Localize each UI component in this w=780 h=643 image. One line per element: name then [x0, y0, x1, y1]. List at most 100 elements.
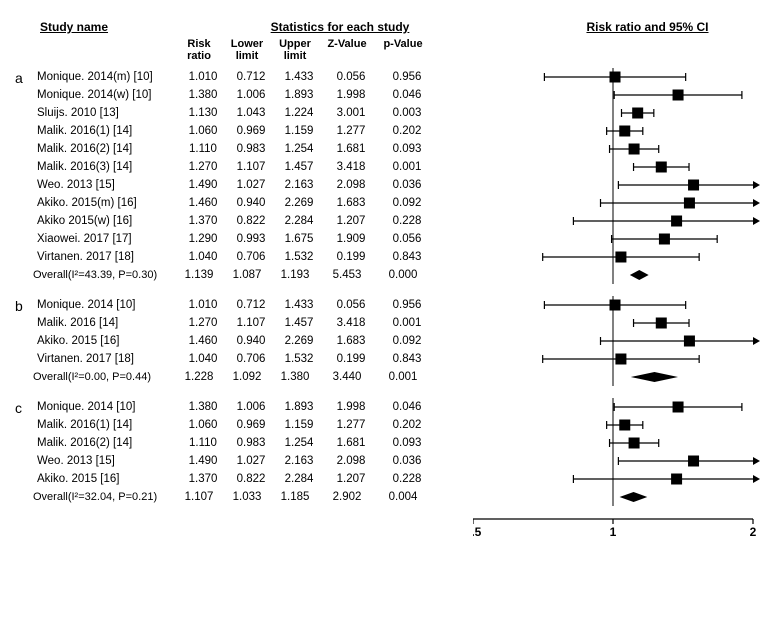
subhead-ll: Lower limit [223, 38, 271, 62]
subhead-rr: Risk ratio [175, 38, 223, 62]
rr: 1.228 [175, 371, 223, 383]
study-row: Sluijs. 2010 [13]1.1301.0431.2243.0010.0… [33, 104, 473, 122]
study-row: Malik. 2016(1) [14]1.0600.9691.1591.2770… [33, 416, 473, 434]
overall-row: Overall(I²=0.00, P=0.44)1.2281.0921.3803… [33, 368, 473, 386]
point-marker [656, 318, 667, 329]
rr: 1.010 [179, 71, 227, 83]
z: 0.199 [323, 353, 379, 365]
z: 1.277 [323, 419, 379, 431]
rr: 1.370 [179, 473, 227, 485]
p: 0.092 [379, 335, 435, 347]
z: 2.902 [319, 491, 375, 503]
ll: 0.706 [227, 353, 275, 365]
study-name: Sluijs. 2010 [13] [33, 107, 179, 119]
ul: 1.185 [271, 491, 319, 503]
study-row: Akiko. 2015(m) [16]1.4600.9402.2691.6830… [33, 194, 473, 212]
panel-a: aMonique. 2014(m) [10]1.0100.7121.4330.0… [15, 68, 765, 284]
forest-plot [473, 398, 761, 506]
ll: 0.712 [227, 299, 275, 311]
study-name: Overall(I²=32.04, P=0.21) [33, 491, 175, 503]
point-marker [632, 108, 643, 119]
study-name: Overall(I²=43.39, P=0.30) [33, 269, 175, 281]
study-name: Akiko. 2015 [16] [33, 473, 179, 485]
p: 0.228 [379, 473, 435, 485]
panel-label: c [15, 398, 33, 506]
z: 3.001 [323, 107, 379, 119]
z: 1.998 [323, 89, 379, 101]
point-marker [684, 336, 695, 347]
z: 0.056 [323, 71, 379, 83]
ll: 0.993 [227, 233, 275, 245]
study-row: Weo. 2013 [15]1.4901.0272.1632.0980.036 [33, 452, 473, 470]
ll: 1.006 [227, 89, 275, 101]
study-row: Xiaowei. 2017 [17]1.2900.9931.6751.9090.… [33, 230, 473, 248]
overall-row: Overall(I²=43.39, P=0.30)1.1391.0871.193… [33, 266, 473, 284]
overall-diamond [631, 372, 678, 382]
ul: 1.457 [275, 161, 323, 173]
p: 0.202 [379, 419, 435, 431]
z: 1.683 [323, 197, 379, 209]
ll: 1.107 [227, 161, 275, 173]
point-marker [619, 126, 630, 137]
arrow-right-icon [753, 181, 760, 189]
panel-label: a [15, 68, 33, 284]
rr: 1.380 [179, 89, 227, 101]
point-marker [673, 90, 684, 101]
p: 0.046 [379, 401, 435, 413]
ul: 1.224 [275, 107, 323, 119]
rr: 1.040 [179, 353, 227, 365]
header-stats: Statistics for each study [200, 20, 480, 34]
rr: 1.460 [179, 197, 227, 209]
subhead-p: p-Value [375, 38, 431, 62]
ul: 1.254 [275, 143, 323, 155]
forest-plot [473, 296, 761, 386]
study-name: Xiaowei. 2017 [17] [33, 233, 179, 245]
ll: 1.027 [227, 179, 275, 191]
point-marker [610, 72, 621, 83]
p: 0.001 [375, 371, 431, 383]
rr: 1.139 [175, 269, 223, 281]
z: 2.098 [323, 455, 379, 467]
study-row: Monique. 2014(m) [10]1.0100.7121.4330.05… [33, 68, 473, 86]
panel-c: cMonique. 2014 [10]1.3801.0061.8931.9980… [15, 398, 765, 506]
study-row: Malik. 2016(2) [14]1.1100.9831.2541.6810… [33, 140, 473, 158]
rr: 1.490 [179, 179, 227, 191]
z: 0.199 [323, 251, 379, 263]
study-name: Malik. 2016(1) [14] [33, 125, 179, 137]
p: 0.843 [379, 353, 435, 365]
study-name: Monique. 2014(m) [10] [33, 71, 179, 83]
rr: 1.490 [179, 455, 227, 467]
panel-label: b [15, 296, 33, 386]
study-name: Weo. 2013 [15] [33, 455, 179, 467]
z: 2.098 [323, 179, 379, 191]
ll: 1.092 [223, 371, 271, 383]
rr: 1.060 [179, 419, 227, 431]
study-row: Akiko. 2015 [16]1.3700.8222.2841.2070.22… [33, 470, 473, 488]
ll: 1.033 [223, 491, 271, 503]
study-row: Akiko 2015(w) [16]1.3700.8222.2841.2070.… [33, 212, 473, 230]
arrow-right-icon [753, 337, 760, 345]
x-axis: 0.512 [15, 518, 765, 542]
p: 0.228 [379, 215, 435, 227]
overall-diamond [630, 270, 649, 280]
ul: 1.457 [275, 317, 323, 329]
subhead-ul: Upper limit [271, 38, 319, 62]
z: 5.453 [319, 269, 375, 281]
p: 0.001 [379, 317, 435, 329]
study-row: Malik. 2016(2) [14]1.1100.9831.2541.6810… [33, 434, 473, 452]
ul: 1.532 [275, 353, 323, 365]
point-marker [673, 402, 684, 413]
study-row: Malik. 2016 [14]1.2701.1071.4573.4180.00… [33, 314, 473, 332]
study-name: Weo. 2013 [15] [33, 179, 179, 191]
p: 0.092 [379, 197, 435, 209]
z: 1.681 [323, 437, 379, 449]
point-marker [659, 234, 670, 245]
study-row: Virtanen. 2017 [18]1.0400.7061.5320.1990… [33, 248, 473, 266]
point-marker [610, 300, 621, 311]
ul: 1.159 [275, 125, 323, 137]
arrow-right-icon [753, 475, 760, 483]
ul: 1.380 [271, 371, 319, 383]
header-row: Study name Statistics for each study Ris… [15, 20, 765, 34]
axis-tick-label: 1 [610, 525, 617, 539]
ul: 2.284 [275, 215, 323, 227]
